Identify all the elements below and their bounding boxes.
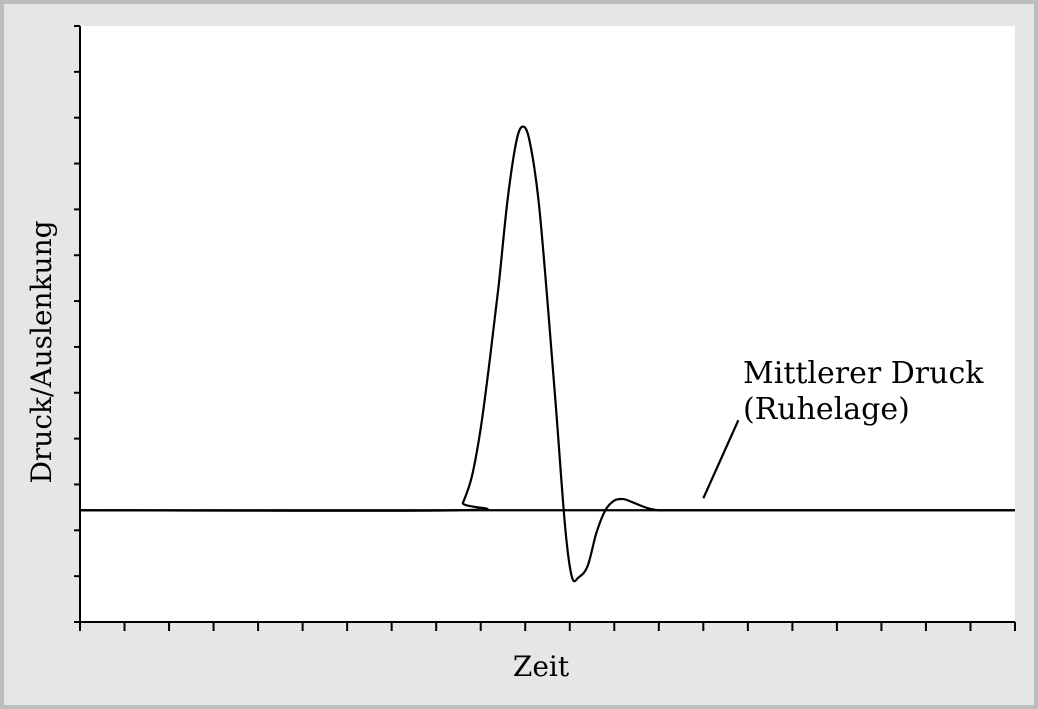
annotation-line2: (Ruhelage) <box>743 392 910 427</box>
annotation-line1: Mittlerer Druck <box>743 356 984 391</box>
series-line <box>79 125 1015 583</box>
ticks <box>74 25 1016 631</box>
annotation-pointer <box>702 419 740 499</box>
plot-area <box>80 26 1015 622</box>
y-axis-label: Druck/Auslenkung <box>25 220 58 483</box>
x-axis-label: Zeit <box>513 650 570 683</box>
